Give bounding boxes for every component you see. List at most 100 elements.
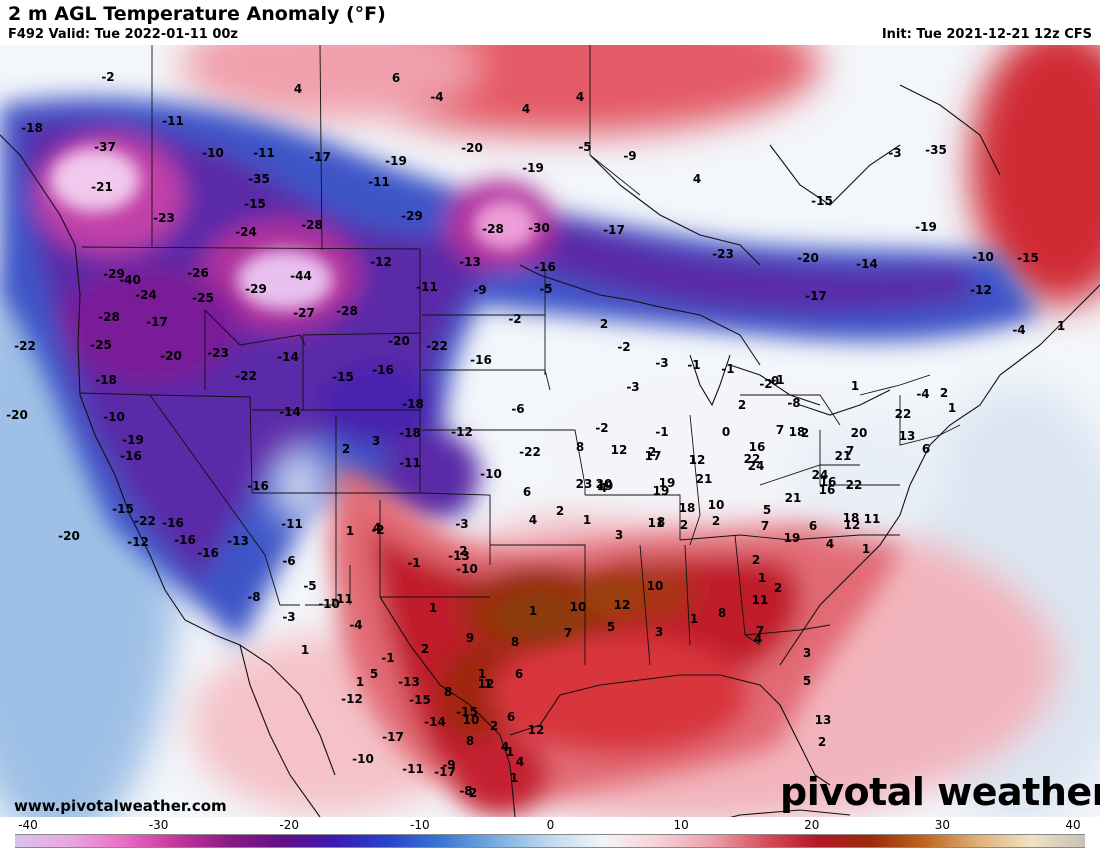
anomaly-value: 1 [948,401,956,415]
anomaly-value: -11 [402,762,424,776]
anomaly-value: -16 [197,546,219,560]
anomaly-value: -8 [459,784,472,798]
anomaly-value: 10 [708,498,725,512]
colorbar-tick-label: 20 [804,818,820,832]
anomaly-value: 2 [801,426,809,440]
anomaly-value: 4 [529,513,537,527]
anomaly-value: -1 [381,651,394,665]
anomaly-value: 19 [597,479,614,493]
anomaly-value: -12 [127,535,149,549]
anomaly-value: -5 [539,282,552,296]
anomaly-value: 4 [294,82,302,96]
colorbar-tick-label: 0 [546,818,555,832]
anomaly-value: 7 [756,624,764,638]
anomaly-value: 2 [600,317,608,331]
anomaly-value: -11 [416,280,438,294]
anomaly-value: -28 [301,218,323,232]
anomaly-value: 1 [478,667,486,681]
anomaly-value: 1 [346,524,354,538]
anomaly-value: 2 [342,442,350,456]
anomaly-value: 1 [758,571,766,585]
anomaly-value: -10 [202,146,224,160]
anomaly-value: 3 [615,528,623,542]
anomaly-value: -23 [207,346,229,360]
anomaly-value: -2 [371,523,384,537]
anomaly-value: -5 [578,140,591,154]
anomaly-value: -1 [721,362,734,376]
anomaly-value: -1 [771,373,784,387]
anomaly-value: 6 [809,519,817,533]
anomaly-value: 8 [511,635,519,649]
anomaly-value: 3 [372,434,380,448]
anomaly-value: 1 [301,643,309,657]
colorbar-tick-labels: -40 -30 -20 -10 0 10 20 30 40 [0,818,1100,832]
anomaly-value: 19 [659,476,676,490]
anomaly-value: 2 [648,445,656,459]
anomaly-value: 8 [657,515,665,529]
anomaly-value: -9 [473,283,486,297]
anomaly-value: -9 [623,149,636,163]
anomaly-value: -19 [915,220,937,234]
anomaly-value: -10 [480,467,502,481]
anomaly-value: 24 [748,459,765,473]
anomaly-value: 1 [484,677,492,691]
anomaly-value: 20 [596,477,613,491]
anomaly-value: 6 [507,710,515,724]
anomaly-value: 1 [510,771,518,785]
anomaly-value: 7 [564,626,572,640]
anomaly-value: 6 [392,71,400,85]
anomaly-value: 4 [754,632,762,646]
anomaly-value: -15 [112,502,134,516]
anomaly-value: -11 [331,592,353,606]
anomaly-value: -13 [448,549,470,563]
anomaly-value: -10 [103,410,125,424]
anomaly-value: -10 [456,562,478,576]
anomaly-value: -28 [336,304,358,318]
anomaly-value: 6 [523,485,531,499]
anomaly-value: -15 [244,197,266,211]
anomaly-value: -24 [135,288,157,302]
anomaly-value: -4 [430,90,443,104]
anomaly-value: 10 [463,713,480,727]
anomaly-value: -16 [470,353,492,367]
anomaly-value: -16 [534,260,556,274]
init-time-label: Init: Tue 2021-12-21 12z CFS [881,27,1092,42]
anomaly-shading-neutral [270,365,950,535]
anomaly-value: 1 [429,601,437,615]
anomaly-value: 8 [576,440,584,454]
anomaly-value: -27 [293,306,315,320]
anomaly-value: -40 [119,273,141,287]
anomaly-value: 7 [776,423,784,437]
anomaly-value: -15 [1017,251,1039,265]
pivotal-weather-logo: pivotal weather [780,770,1100,814]
colorbar-tick-label: 10 [673,818,689,832]
anomaly-value: -22 [235,369,257,383]
valid-time-label: F492 Valid: Tue 2022-01-11 00z [8,27,238,42]
anomaly-value: -12 [970,283,992,297]
anomaly-value: -3 [282,610,295,624]
anomaly-value: -19 [522,161,544,175]
anomaly-value: -13 [227,534,249,548]
anomaly-value: 6 [922,442,930,456]
colorbar-tick-label: 30 [934,818,951,832]
anomaly-value: -3 [455,517,468,531]
anomaly-value: 1 [583,513,591,527]
anomaly-value: 17 [645,449,662,463]
colorbar-tick-label: 40 [1065,818,1081,832]
anomaly-value: 2 [421,642,429,656]
anomaly-value: 21 [835,449,852,463]
anomaly-value: 12 [689,453,706,467]
anomaly-value: 23 [576,477,593,491]
anomaly-value: 19 [784,531,801,545]
anomaly-value: -13 [398,675,420,689]
anomaly-value: -23 [153,211,175,225]
anomaly-value: -2 [759,377,772,391]
anomaly-value: 2 [738,398,746,412]
colorbar-tick-label: -20 [279,818,300,832]
chart-title: 2 m AGL Temperature Anomaly (°F) [8,3,386,25]
anomaly-value: -14 [424,715,446,729]
coastlines [0,84,1100,817]
anomaly-value: -4 [349,618,362,632]
anomaly-value: 18 [789,425,806,439]
anomaly-value: -15 [409,693,431,707]
